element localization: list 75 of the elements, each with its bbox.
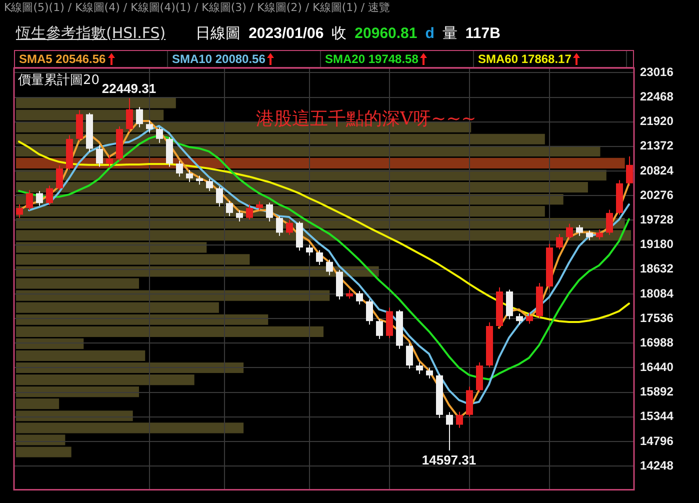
candlestick [46,185,53,206]
y-tick-label: 14796 [640,434,674,448]
candlestick [156,126,163,144]
candlestick [316,250,323,266]
y-tick-label: 14248 [640,458,674,472]
y-tick-label: 21372 [640,138,674,153]
y-tick-label: 23016 [640,64,674,79]
candlestick [366,299,373,326]
text: SMA10 20080.56 [172,52,266,66]
text: SMA5 20546.56 [19,52,106,66]
candlestick [36,190,43,206]
annotation: 港股這五千點的深V呀~~~ [256,108,476,130]
candlestick [626,156,633,186]
text: 量 [442,24,458,43]
y-tick-label: 18084 [640,286,674,300]
text: 日線圖 [196,24,241,43]
candlestick [406,343,413,370]
candlestick [576,224,583,236]
candlestick [236,210,243,222]
candlestick [286,219,293,236]
text: 收 [332,24,347,43]
y-tick-label: 16988 [640,335,674,350]
chart-title: 恆生參考指數(HSI.FS) [16,24,166,43]
candlestick [426,367,433,380]
candlestick [126,98,133,132]
candlestick [226,200,233,217]
y-tick-label: 15344 [640,409,674,424]
candlestick [516,312,523,326]
candlestick [176,160,183,178]
text: K線圖(5)(1) / K線圖(4) / K線圖(4)(1) / K線圖(3) / K線圖(2) / K線圖(1) / 速覽 [4,0,390,15]
candlestick [136,106,143,128]
candlestick [416,362,423,375]
y-tick-label: 17536 [640,310,674,325]
text: 117B [465,25,500,42]
candlestick [266,202,273,222]
candlestick [456,411,463,428]
annotation: 22449.31 [102,81,156,96]
text: SMA60 17868.17 [478,52,572,66]
candlestick [586,230,593,241]
candlestick [246,204,253,220]
text: 20960.81 [354,25,418,42]
y-tick-label: 19180 [640,237,674,252]
candlestick [596,229,603,240]
y-tick-label: 20824 [640,163,674,178]
y-tick-label: 20276 [640,188,674,202]
annotation: 14597.31 [422,452,476,468]
candlestick [326,259,333,276]
candlestick [216,186,223,208]
text: 2023/01/06 [248,25,324,42]
candlestick [376,318,383,340]
candlestick [56,164,63,191]
y-tick-label: 19728 [640,212,674,227]
text: SMA20 19748.58 [325,52,418,66]
candlestick [606,209,613,236]
candlestick [566,223,573,240]
y-tick-label: 18632 [640,262,674,276]
candlestick [146,120,153,134]
candlestick [16,204,23,218]
candlestick [206,178,213,192]
y-tick-label: 21920 [640,114,674,128]
chart-title: 價量累計圖20 [18,72,100,88]
y-tick-label: 16440 [640,360,674,374]
candlestick [306,244,313,256]
candlestick [106,154,113,168]
candlestick [186,169,193,182]
candlestick [446,412,453,451]
y-tick-label: 15892 [640,384,674,399]
candlestick [96,144,103,168]
candlestick [556,234,563,250]
candlestick [276,216,283,236]
y-tick-label: 22468 [640,90,674,104]
text: d [425,25,434,42]
candlestick [26,190,33,211]
candlestick [526,312,533,324]
candlestick [356,290,363,305]
